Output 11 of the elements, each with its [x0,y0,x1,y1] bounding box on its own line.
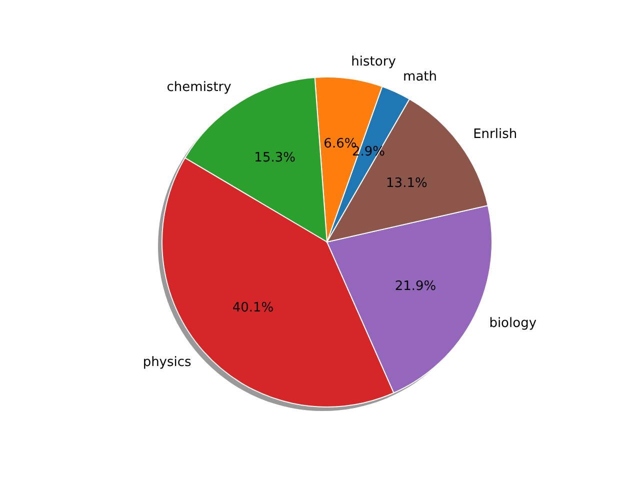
slice-label: Enrlish [473,126,518,142]
data-label: 40.1% [232,300,274,316]
data-label: 21.9% [394,278,436,294]
slice-label: history [351,54,396,70]
data-label: 15.3% [254,150,296,166]
data-label: 13.1% [386,176,428,191]
slice-label: biology [489,316,537,331]
slice-label: math [403,70,438,85]
slice-label: physics [142,355,192,370]
slice-label: chemistry [166,80,232,96]
data-label: 6.6% [324,136,357,152]
